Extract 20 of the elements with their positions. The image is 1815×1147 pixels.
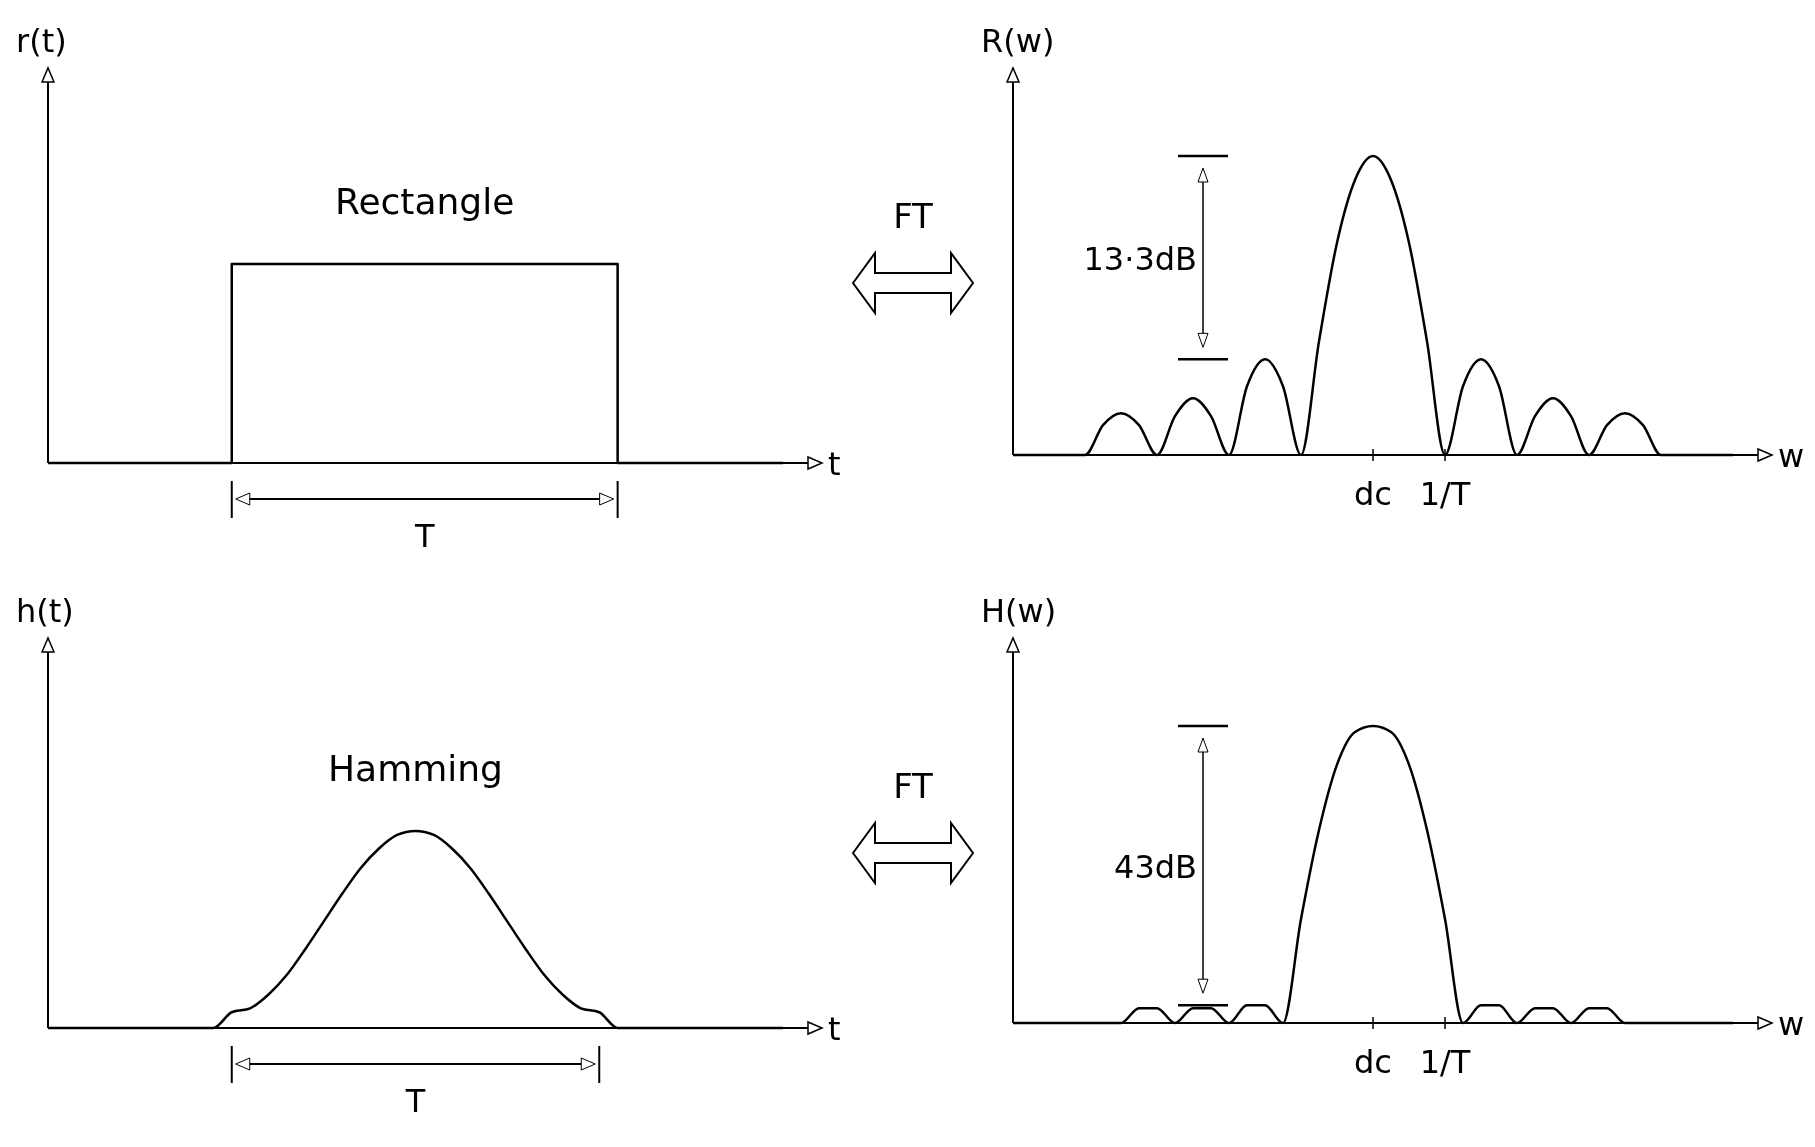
text: T <box>404 1082 426 1120</box>
x-tick-label: 1/T <box>1419 475 1471 513</box>
chart-title: Rectangle <box>335 181 515 222</box>
text: FT <box>893 766 934 806</box>
x-axis-title: w <box>1778 437 1805 475</box>
text: T <box>413 517 435 555</box>
x-axis-title: w <box>1778 1005 1805 1043</box>
annotation: 43dB <box>1114 847 1197 886</box>
annotation: 13·3dB <box>1083 239 1197 278</box>
x-axis-title: t <box>828 445 841 483</box>
x-axis-title: t <box>828 1010 841 1048</box>
y-axis-title: r(t) <box>16 22 67 60</box>
x-tick-label: dc <box>1354 1043 1392 1081</box>
text: FT <box>893 196 934 236</box>
chart-title: Hamming <box>328 748 503 789</box>
y-axis-title: h(t) <box>16 592 74 630</box>
y-axis-title: H(w) <box>981 592 1057 630</box>
x-tick-label: 1/T <box>1419 1043 1471 1081</box>
x-tick-label: dc <box>1354 475 1392 513</box>
y-axis-title: R(w) <box>981 22 1055 60</box>
